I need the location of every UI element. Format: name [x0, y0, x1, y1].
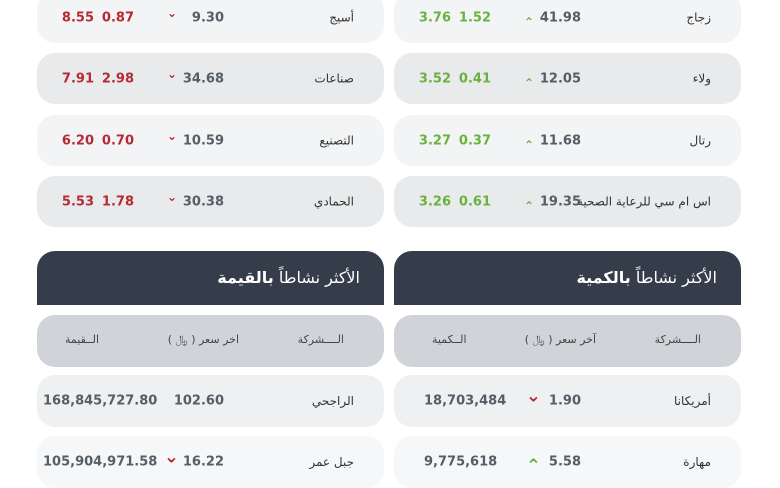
- arrow-down-icon: ⌄: [166, 5, 177, 20]
- stock-name: زجاج: [686, 10, 711, 24]
- stock-row[interactable]: صناعات 34.68 ⌄ 2.98 7.91: [37, 53, 384, 104]
- stock-name: رتال: [689, 133, 711, 147]
- stock-row[interactable]: رتال 11.68 ⌃ 0.37 3.27: [394, 115, 741, 166]
- arrow-down-icon: ⌄: [525, 385, 541, 407]
- col-last-price: آخر سعر ( ﷼ ): [524, 333, 596, 346]
- change-percent: 5.53: [61, 194, 94, 209]
- company-name: أمريكانا: [673, 394, 711, 408]
- col-value: الــقيمة: [65, 333, 99, 346]
- last-price: 102.60: [173, 393, 224, 409]
- col-company: الــــشركة: [654, 333, 701, 346]
- last-price: 11.68: [539, 133, 581, 148]
- last-price: 34.68: [182, 71, 224, 86]
- stock-name: ولاء: [692, 71, 711, 85]
- stock-name: الحمادي: [313, 194, 354, 208]
- traded-volume: 9,775,618: [424, 454, 498, 470]
- stock-name: اس ام سي للرعاية الصحية: [576, 194, 711, 208]
- table-row[interactable]: الراجحي 102.60 168,845,727.80: [37, 375, 384, 427]
- table-row[interactable]: جبل عمر 16.22 ⌄ 105,904,971.58: [37, 436, 384, 488]
- change-value: 0.41: [458, 71, 491, 86]
- company-name: مهارة: [683, 455, 711, 469]
- last-price: 5.58: [548, 454, 581, 470]
- col-last-price: اخر سعر ( ﷼ ): [167, 333, 239, 346]
- title-prefix: الأكثر نشاطاً: [635, 268, 717, 287]
- arrow-up-icon: ⌃: [523, 137, 534, 152]
- change-percent: 7.91: [61, 71, 94, 86]
- last-price: 19.35: [539, 194, 581, 209]
- stock-name: التصنيع: [319, 133, 354, 147]
- col-volume: الــكمية: [432, 333, 467, 346]
- col-company: الــــشركة: [297, 333, 344, 346]
- change-percent: 8.55: [61, 10, 94, 25]
- title-bold: بالقيمة: [217, 268, 274, 287]
- stock-name: أسيج: [329, 10, 354, 24]
- title-prefix: الأكثر نشاطاً: [278, 268, 360, 287]
- volume-table-header: الــــشركة آخر سعر ( ﷼ ) الــكمية: [394, 315, 741, 367]
- change-percent: 3.26: [418, 194, 451, 209]
- last-price: 12.05: [539, 71, 581, 86]
- traded-value: 168,845,727.80: [43, 393, 158, 409]
- change-value: 0.61: [458, 194, 491, 209]
- arrow-up-icon: ⌃: [523, 75, 534, 90]
- traded-volume: 18,703,484: [424, 393, 507, 409]
- arrow-down-icon: ⌄: [163, 446, 179, 468]
- header-title: الأكثر نشاطاً بالكمية: [576, 268, 717, 287]
- change-value: 0.37: [458, 133, 491, 148]
- arrow-up-icon: ⌃: [523, 198, 534, 213]
- last-price: 10.59: [182, 133, 224, 148]
- table-row[interactable]: مهارة 5.58 ⌃ 9,775,618: [394, 436, 741, 488]
- change-percent: 6.20: [61, 133, 94, 148]
- change-percent: 3.52: [418, 71, 451, 86]
- stock-row[interactable]: الحمادي 30.38 ⌄ 1.78 5.53: [37, 176, 384, 227]
- stock-row[interactable]: زجاج 41.98 ⌃ 1.52 3.76: [394, 0, 741, 43]
- change-value: 1.52: [458, 10, 491, 25]
- table-row[interactable]: أمريكانا 1.90 ⌄ 18,703,484: [394, 375, 741, 427]
- arrow-down-icon: ⌄: [166, 66, 177, 81]
- last-price: 16.22: [182, 454, 224, 470]
- traded-value: 105,904,971.58: [43, 454, 158, 470]
- last-price: 30.38: [182, 194, 224, 209]
- arrow-up-icon: ⌃: [525, 455, 541, 477]
- most-active-by-volume-header: الأكثر نشاطاً بالكمية: [394, 251, 741, 305]
- value-table-header: الــــشركة اخر سعر ( ﷼ ) الــقيمة: [37, 315, 384, 367]
- change-value: 2.98: [101, 71, 134, 86]
- arrow-down-icon: ⌄: [166, 189, 177, 204]
- change-value: 1.78: [101, 194, 134, 209]
- most-active-by-value-header: الأكثر نشاطاً بالقيمة: [37, 251, 384, 305]
- stock-row[interactable]: ولاء 12.05 ⌃ 0.41 3.52: [394, 53, 741, 104]
- arrow-down-icon: ⌄: [166, 128, 177, 143]
- arrow-up-icon: ⌃: [523, 14, 534, 29]
- title-bold: بالكمية: [576, 268, 631, 287]
- change-percent: 3.27: [418, 133, 451, 148]
- stock-row[interactable]: اس ام سي للرعاية الصحية 19.35 ⌃ 0.61 3.26: [394, 176, 741, 227]
- last-price: 9.30: [191, 10, 224, 25]
- stock-row[interactable]: أسيج 9.30 ⌄ 0.87 8.55: [37, 0, 384, 43]
- company-name: الراجحي: [311, 394, 354, 408]
- header-title: الأكثر نشاطاً بالقيمة: [217, 268, 360, 287]
- change-value: 0.87: [101, 10, 134, 25]
- change-percent: 3.76: [418, 10, 451, 25]
- company-name: جبل عمر: [309, 455, 354, 469]
- last-price: 41.98: [539, 10, 581, 25]
- stock-row[interactable]: التصنيع 10.59 ⌄ 0.70 6.20: [37, 115, 384, 166]
- stock-name: صناعات: [314, 71, 354, 85]
- last-price: 1.90: [548, 393, 581, 409]
- change-value: 0.70: [101, 133, 134, 148]
